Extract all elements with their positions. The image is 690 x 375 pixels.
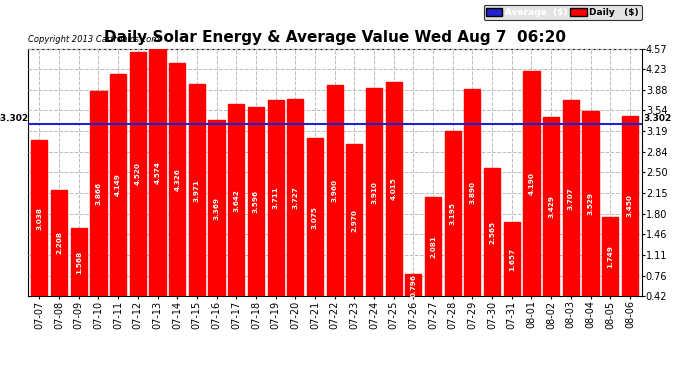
Bar [602,217,618,296]
Text: 2.081: 2.081 [430,235,436,258]
Bar [287,99,304,296]
Text: 1.657: 1.657 [509,248,515,271]
Text: 4.190: 4.190 [529,172,535,195]
Bar [208,120,225,296]
Text: 3.596: 3.596 [253,190,259,213]
Bar [444,131,461,296]
Text: 3.960: 3.960 [332,179,337,202]
Text: 2.208: 2.208 [56,231,62,254]
Text: 3.075: 3.075 [312,206,318,228]
Text: 3.727: 3.727 [293,186,298,209]
Bar [228,104,244,296]
Text: 3.369: 3.369 [213,197,219,220]
Text: 4.326: 4.326 [174,168,180,191]
Bar [346,144,362,296]
Bar [307,138,323,296]
Bar [543,117,559,296]
Bar [405,274,422,296]
Text: 3.707: 3.707 [568,187,574,210]
Bar [464,89,480,296]
Title: Daily Solar Energy & Average Value Wed Aug 7  06:20: Daily Solar Energy & Average Value Wed A… [104,30,566,45]
Text: Copyright 2013 Cartronics.com: Copyright 2013 Cartronics.com [28,35,159,44]
Bar [70,228,87,296]
Bar [524,71,540,296]
Bar [248,107,264,296]
Text: 1.749: 1.749 [607,245,613,268]
Bar [425,197,441,296]
Bar [268,100,284,296]
Text: 1.568: 1.568 [76,251,82,274]
Text: 3.195: 3.195 [450,202,456,225]
Text: 3.971: 3.971 [194,179,200,202]
Bar [169,63,185,296]
Text: 4.574: 4.574 [155,161,161,184]
Bar [484,168,500,296]
Bar [31,140,48,296]
Bar [189,84,205,296]
Bar [90,91,106,296]
Bar [366,88,382,296]
Bar [51,190,67,296]
Bar [504,222,520,296]
Text: 3.910: 3.910 [371,181,377,204]
Legend: Average  ($), Daily   ($): Average ($), Daily ($) [484,6,642,20]
Bar [110,74,126,296]
Bar [563,100,579,296]
Text: 3.890: 3.890 [469,181,475,204]
Bar [386,82,402,296]
Text: 0.796: 0.796 [411,273,416,297]
Bar [582,111,599,296]
Bar [130,52,146,296]
Text: 3.642: 3.642 [233,189,239,211]
Bar [326,85,343,296]
Text: 3.711: 3.711 [273,187,279,210]
Text: 2.970: 2.970 [351,209,357,232]
Text: ▶3.302: ▶3.302 [0,114,30,123]
Text: 3.038: 3.038 [37,207,42,230]
Text: 2.565: 2.565 [489,221,495,244]
Text: 3.450: 3.450 [627,195,633,217]
Text: 4.520: 4.520 [135,162,141,185]
Bar [150,48,166,296]
Text: 3.302: 3.302 [644,114,672,123]
Text: 3.529: 3.529 [587,192,593,215]
Text: 3.429: 3.429 [548,195,554,218]
Text: 4.149: 4.149 [115,174,121,196]
Bar [622,116,638,296]
Text: 3.866: 3.866 [95,182,101,205]
Text: 4.015: 4.015 [391,178,397,201]
